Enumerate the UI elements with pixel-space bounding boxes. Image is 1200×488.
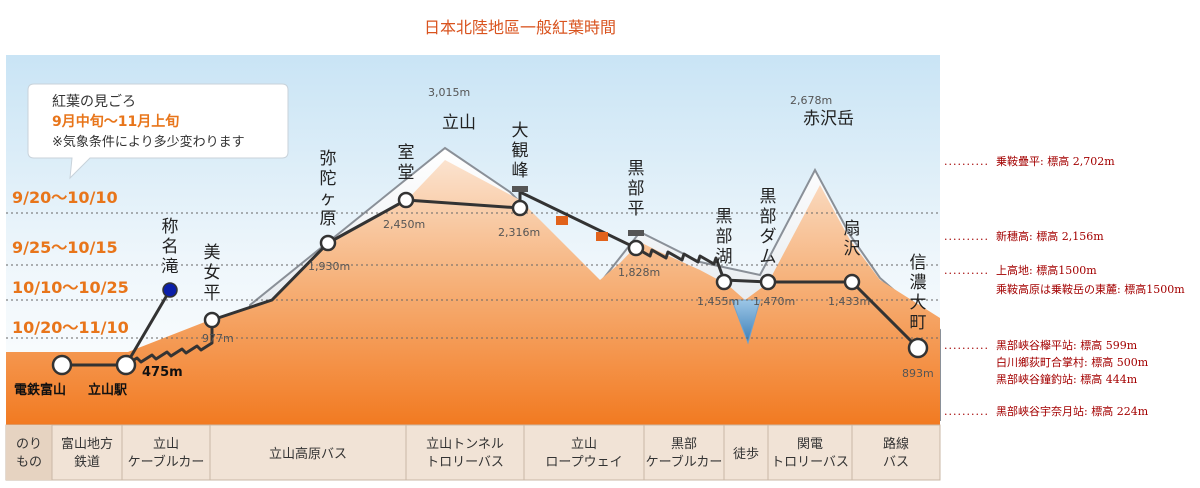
callout-period: 9月中旬〜11月上旬: [52, 113, 179, 130]
period-label: 9/25〜10/15: [12, 238, 118, 257]
station-elevation: 1,930m: [308, 260, 350, 273]
transport-label: 立山: [153, 437, 179, 452]
station-elevation: 2,450m: [383, 218, 425, 231]
ropeway-gondola: [596, 232, 608, 241]
transport-label: 立山: [571, 437, 597, 452]
station-name: 弥陀ヶ原: [320, 149, 337, 229]
ropeway-gondola: [556, 216, 568, 225]
station-name: 称名滝: [162, 217, 179, 277]
reference-entry: 黑部峽谷鐘釣站: 標高 444m: [996, 372, 1138, 386]
transport-label: バス: [883, 455, 909, 470]
reference-entry: 上高地: 標高1500m: [996, 263, 1097, 277]
transport-label: 富山地方: [61, 436, 113, 452]
transport-cells: のりもの富山地方鉄道立山ケーブルカー立山高原バス立山トンネルトロリーバス立山ロー…: [16, 425, 909, 480]
station-dot: [51, 354, 73, 376]
page-title: 日本北陸地區一般紅葉時間: [423, 18, 616, 37]
station-name: 美女平: [204, 243, 221, 303]
station-dot: [715, 273, 733, 291]
station-dot: [511, 199, 529, 217]
transport-label: ロープウェイ: [545, 455, 622, 470]
station-name: 黒部ダム: [760, 187, 777, 267]
reference-leader: ..........: [944, 264, 989, 277]
reference-entry: 黑部峽谷欅平站: 標高 599m: [996, 338, 1138, 352]
station-name: 黒部平: [628, 159, 645, 219]
altitude-guides: [6, 212, 940, 339]
station-dot: [397, 191, 415, 209]
peak-name: 赤沢岳: [803, 109, 854, 129]
station-elevation: 1,433m: [828, 295, 870, 308]
peak-elevation: 2,678m: [790, 94, 832, 107]
reference-list: .......... 乗鞍疊平: 標高 2,702m.......... 新穗高: …: [944, 154, 1185, 418]
station-elevation: 977m: [202, 332, 234, 345]
reference-leader: ..........: [944, 339, 989, 352]
station-name: 電鉄富山: [14, 382, 66, 398]
station-name: 信濃大町: [910, 253, 927, 333]
transport-label: もの: [16, 455, 42, 470]
station-dots: [51, 191, 929, 376]
station-name: 立山駅: [88, 382, 128, 398]
transport-label: トロリーバス: [426, 455, 504, 470]
ground-profile: [6, 160, 940, 425]
peak-name: 立山: [442, 113, 476, 133]
station-elevation: 475m: [142, 365, 183, 380]
transport-label: ケーブルカー: [128, 454, 205, 470]
transport-label: 鉄道: [74, 455, 100, 470]
transport-label: のり: [16, 437, 42, 452]
station-dot: [627, 239, 645, 257]
reference-leader: ..........: [944, 155, 989, 168]
callout-box: 紅葉の見ごろ 9月中旬〜11月上旬 ※気象条件により多少変わります: [27, 83, 289, 180]
route-line: [62, 190, 920, 367]
shomyo-falls-dot: [162, 282, 178, 298]
station-dot: [115, 354, 137, 376]
station-elevation: 1,470m: [753, 295, 795, 308]
station-dot: [843, 273, 861, 291]
period-label: 10/10〜10/25: [12, 278, 129, 297]
station-elevation: 1,828m: [618, 266, 660, 279]
reference-entry: 白川鄉荻町合掌村: 標高 500m: [996, 355, 1149, 369]
reference-leader: ..........: [944, 230, 989, 243]
peak-elevation: 3,015m: [428, 86, 470, 99]
transport-strip: [5, 424, 941, 481]
period-label: 9/20〜10/10: [12, 188, 118, 207]
station-name: 室堂: [398, 143, 415, 183]
transport-label: 立山高原バス: [269, 446, 347, 462]
station-name: 黒部湖: [716, 207, 733, 267]
station-elevation: 1,455m: [697, 295, 739, 308]
transport-label: 徒歩: [733, 447, 759, 462]
transport-label: 関電: [797, 437, 823, 452]
station-elevation: 2,316m: [498, 226, 540, 239]
transport-label: 立山トンネル: [426, 437, 504, 452]
reference-entry: 黑部峽谷宇奈月站: 標高 224m: [996, 404, 1149, 418]
station-elevation: 893m: [902, 367, 934, 380]
transport-label: ケーブルカー: [646, 454, 723, 470]
transport-label: トロリーバス: [771, 455, 849, 470]
reference-entry: 新穗高: 標高 2,156m: [996, 229, 1104, 243]
station-dot: [759, 273, 777, 291]
callout-heading: 紅葉の見ごろ: [52, 94, 136, 110]
reference-leader: ..........: [944, 405, 989, 418]
station-name: 扇沢: [844, 219, 861, 259]
period-label: 10/20〜11/10: [12, 318, 129, 337]
station-dot: [203, 311, 221, 329]
reference-entry: 乘鞍高原は乗鞍岳の東麓: 標高1500m: [996, 282, 1185, 296]
transport-strip-header: [6, 425, 52, 480]
callout-note: ※気象条件により多少変わります: [52, 134, 245, 150]
station-dot: [907, 337, 929, 359]
station-name: 大観峰: [512, 121, 529, 181]
station-dot: [319, 234, 337, 252]
cable-marker: [628, 230, 644, 236]
cable-marker: [512, 186, 528, 192]
transport-label: 黒部: [671, 437, 697, 452]
reference-entry: 乗鞍疊平: 標高 2,702m: [996, 154, 1115, 168]
transport-label: 路線: [883, 436, 909, 452]
